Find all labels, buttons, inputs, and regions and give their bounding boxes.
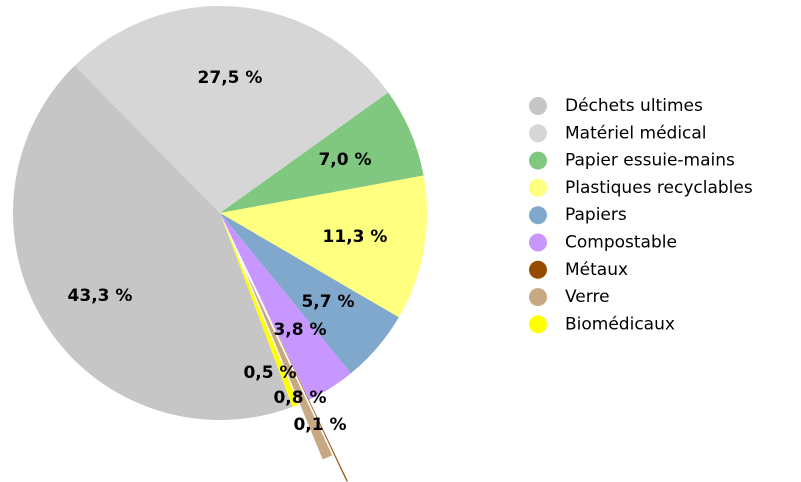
value-label: 7,0 % xyxy=(318,150,371,170)
value-label: 0,8 % xyxy=(273,388,326,408)
legend-label: Déchets ultimes xyxy=(565,96,703,116)
legend-swatch xyxy=(529,315,547,334)
legend-label: Plastiques recyclables xyxy=(565,178,753,198)
legend-swatch xyxy=(529,260,547,279)
value-label: 3,8 % xyxy=(273,320,326,340)
legend-swatch xyxy=(529,178,547,197)
legend-swatch xyxy=(529,151,547,170)
legend-label: Compostable xyxy=(565,233,677,253)
pie-slice xyxy=(74,6,389,214)
legend-label: Biomédicaux xyxy=(565,314,675,334)
pie-slice xyxy=(220,175,427,318)
value-label: 5,7 % xyxy=(301,292,354,312)
pie-slice xyxy=(13,65,293,421)
pie-slice xyxy=(220,213,299,407)
legend-label: Papiers xyxy=(565,205,627,225)
legend-swatch xyxy=(529,233,547,252)
legend-label: Matériel médical xyxy=(565,123,707,143)
legend-label: Métaux xyxy=(565,260,628,280)
value-label: 27,5 % xyxy=(198,68,263,88)
pie-slice xyxy=(220,92,424,213)
pie-slice xyxy=(244,267,333,460)
legend-swatch xyxy=(529,124,547,143)
legend-swatch xyxy=(529,97,547,115)
value-label: 11,3 % xyxy=(323,227,388,247)
legend-label: Papier essuie-mains xyxy=(565,151,735,171)
pie-slice xyxy=(220,213,399,374)
value-label: 0,1 % xyxy=(293,415,346,435)
value-label: 43,3 % xyxy=(68,286,133,306)
legend-swatch xyxy=(529,206,547,225)
pie-slice xyxy=(258,294,348,482)
value-label: 0,5 % xyxy=(243,363,296,383)
legend-label: Verre xyxy=(565,287,610,307)
pie-slice xyxy=(220,213,351,400)
legend-swatch xyxy=(529,288,547,307)
